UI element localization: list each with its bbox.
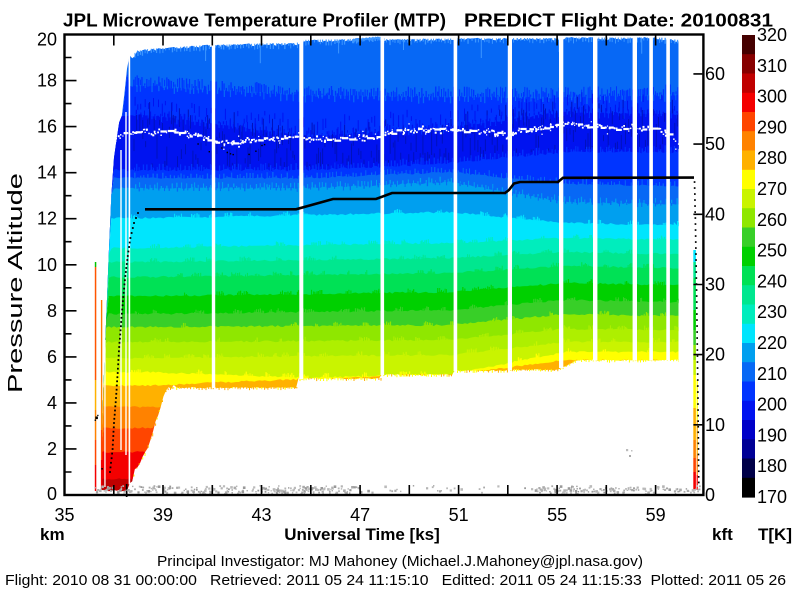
svg-text:kft: kft [712,525,733,544]
svg-text:T[K]: T[K] [758,525,792,544]
svg-text:280: 280 [757,148,787,168]
svg-text:6: 6 [47,347,57,367]
svg-text:300: 300 [757,87,787,107]
svg-text:Pressure Altitude: Pressure Altitude [5,173,27,393]
svg-text:18: 18 [37,71,57,91]
svg-text:55: 55 [547,505,567,525]
svg-text:0: 0 [47,484,57,504]
svg-text:20: 20 [705,345,725,365]
svg-text:250: 250 [757,241,787,261]
svg-text:10: 10 [705,415,725,435]
svg-text:47: 47 [350,505,370,525]
svg-text:200: 200 [757,395,787,415]
svg-text:8: 8 [47,301,57,321]
svg-text:50: 50 [705,134,725,154]
svg-text:39: 39 [153,505,173,525]
svg-text:270: 270 [757,179,787,199]
svg-text:59: 59 [646,505,666,525]
svg-text:Flight: 2010 08 31 00:00:00: Flight: 2010 08 31 00:00:00 Retrieved: 2… [5,572,786,589]
svg-text:43: 43 [251,505,271,525]
svg-text:30: 30 [705,275,725,295]
svg-text:170: 170 [757,487,787,507]
svg-text:JPL Microwave Temperature Prof: JPL Microwave Temperature Profiler (MTP) [63,11,446,31]
svg-text:16: 16 [37,117,57,137]
svg-text:260: 260 [757,210,787,230]
svg-text:14: 14 [37,163,57,183]
svg-text:35: 35 [54,505,74,525]
svg-text:12: 12 [37,209,57,229]
svg-text:190: 190 [757,425,787,445]
svg-text:PREDICT Flight Date: 20100831: PREDICT Flight Date: 20100831 [464,11,773,31]
svg-text:51: 51 [449,505,469,525]
svg-text:2: 2 [47,439,57,459]
svg-text:180: 180 [757,456,787,476]
svg-text:0: 0 [705,485,715,505]
svg-text:20: 20 [37,30,57,50]
svg-text:4: 4 [47,393,57,413]
svg-text:10: 10 [37,255,57,275]
svg-text:220: 220 [757,333,787,353]
svg-text:Universal Time [ks]: Universal Time [ks] [284,525,440,544]
svg-text:40: 40 [705,204,725,224]
svg-text:240: 240 [757,271,787,291]
svg-text:290: 290 [757,117,787,137]
svg-text:310: 310 [757,56,787,76]
svg-text:60: 60 [705,64,725,84]
svg-text:320: 320 [757,25,787,45]
svg-text:210: 210 [757,364,787,384]
svg-text:Principal Investigator: MJ Mah: Principal Investigator: MJ Mahoney (Mich… [157,553,643,570]
svg-text:230: 230 [757,302,787,322]
svg-text:km: km [40,525,65,544]
